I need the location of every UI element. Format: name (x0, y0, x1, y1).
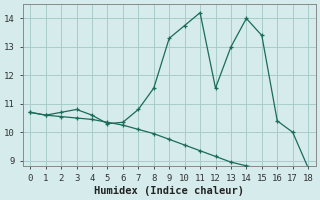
X-axis label: Humidex (Indice chaleur): Humidex (Indice chaleur) (94, 186, 244, 196)
